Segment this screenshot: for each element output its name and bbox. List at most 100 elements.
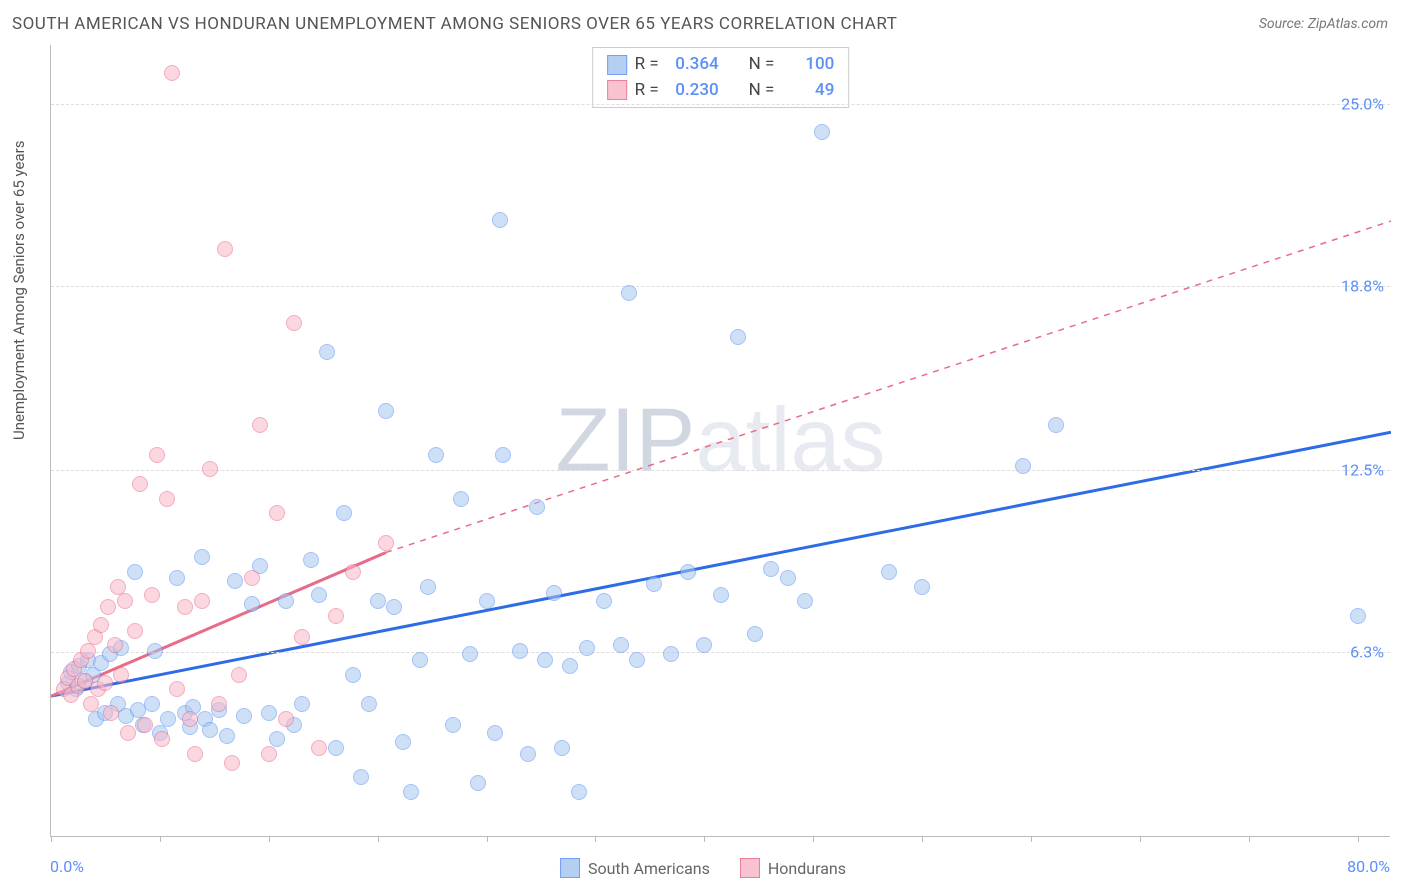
data-point-south_americans bbox=[361, 696, 377, 712]
data-point-south_americans bbox=[127, 564, 143, 580]
data-point-south_americans bbox=[336, 505, 352, 521]
data-point-south_americans bbox=[881, 564, 897, 580]
data-point-south_americans bbox=[546, 585, 562, 601]
legend-item-hondurans: Hondurans bbox=[740, 858, 846, 878]
data-point-south_americans bbox=[492, 212, 508, 228]
data-point-south_americans bbox=[479, 593, 495, 609]
x-axis-min: 0.0% bbox=[50, 857, 84, 876]
data-point-south_americans bbox=[269, 731, 285, 747]
r-label: R = bbox=[635, 52, 659, 78]
watermark-atlas: atlas bbox=[695, 390, 885, 490]
n-value-hondurans: 49 bbox=[782, 78, 834, 104]
data-point-south_americans bbox=[353, 769, 369, 785]
data-point-south_americans bbox=[512, 643, 528, 659]
data-point-south_americans bbox=[428, 447, 444, 463]
legend-item-south-americans: South Americans bbox=[560, 858, 710, 878]
data-point-hondurans bbox=[378, 535, 394, 551]
data-point-south_americans bbox=[797, 593, 813, 609]
data-point-south_americans bbox=[520, 746, 536, 762]
grid-line bbox=[51, 286, 1390, 287]
data-point-hondurans bbox=[120, 725, 136, 741]
data-point-hondurans bbox=[286, 315, 302, 331]
watermark: ZIPatlas bbox=[555, 389, 885, 492]
data-point-south_americans bbox=[194, 549, 210, 565]
data-point-hondurans bbox=[269, 505, 285, 521]
data-point-south_americans bbox=[621, 285, 637, 301]
data-point-south_americans bbox=[495, 447, 511, 463]
y-tick-label: 25.0% bbox=[1341, 94, 1384, 113]
data-point-south_americans bbox=[914, 579, 930, 595]
data-point-south_americans bbox=[1350, 608, 1366, 624]
data-point-south_americans bbox=[730, 329, 746, 345]
data-point-hondurans bbox=[149, 447, 165, 463]
data-point-south_americans bbox=[562, 658, 578, 674]
data-point-hondurans bbox=[187, 746, 203, 762]
data-point-south_americans bbox=[596, 593, 612, 609]
data-point-hondurans bbox=[244, 570, 260, 586]
data-point-south_americans bbox=[470, 775, 486, 791]
data-point-hondurans bbox=[202, 461, 218, 477]
data-point-hondurans bbox=[311, 740, 327, 756]
data-point-south_americans bbox=[386, 599, 402, 615]
x-tick-mark bbox=[1358, 836, 1359, 842]
y-tick-label: 18.8% bbox=[1341, 276, 1384, 295]
data-point-hondurans bbox=[107, 637, 123, 653]
data-point-south_americans bbox=[445, 717, 461, 733]
legend-label-hondurans: Hondurans bbox=[768, 859, 846, 878]
data-point-south_americans bbox=[227, 573, 243, 589]
n-value-south-americans: 100 bbox=[782, 52, 834, 78]
data-point-south_americans bbox=[814, 124, 830, 140]
data-point-south_americans bbox=[378, 403, 394, 419]
data-point-hondurans bbox=[137, 717, 153, 733]
data-point-hondurans bbox=[252, 417, 268, 433]
data-point-hondurans bbox=[100, 599, 116, 615]
data-point-hondurans bbox=[217, 241, 233, 257]
grid-line bbox=[51, 652, 1390, 653]
trend-lines bbox=[51, 45, 1391, 837]
r-value-hondurans: 0.230 bbox=[667, 78, 719, 104]
chart-title: SOUTH AMERICAN VS HONDURAN UNEMPLOYMENT … bbox=[12, 14, 897, 34]
data-point-hondurans bbox=[110, 579, 126, 595]
r-label: R = bbox=[635, 78, 659, 104]
data-point-south_americans bbox=[663, 646, 679, 662]
x-tick-mark bbox=[378, 836, 379, 842]
x-tick-mark bbox=[704, 836, 705, 842]
n-label: N = bbox=[749, 78, 775, 104]
data-point-south_americans bbox=[202, 722, 218, 738]
data-point-south_americans bbox=[613, 637, 629, 653]
data-point-hondurans bbox=[83, 696, 99, 712]
data-point-south_americans bbox=[395, 734, 411, 750]
data-point-hondurans bbox=[132, 476, 148, 492]
data-point-south_americans bbox=[403, 784, 419, 800]
data-point-south_americans bbox=[328, 740, 344, 756]
data-point-hondurans bbox=[164, 65, 180, 81]
data-point-south_americans bbox=[780, 570, 796, 586]
data-point-hondurans bbox=[177, 599, 193, 615]
data-point-south_americans bbox=[1015, 458, 1031, 474]
data-point-south_americans bbox=[629, 652, 645, 668]
data-point-south_americans bbox=[420, 579, 436, 595]
data-point-hondurans bbox=[117, 593, 133, 609]
x-tick-mark bbox=[595, 836, 596, 842]
data-point-south_americans bbox=[345, 667, 361, 683]
data-point-south_americans bbox=[147, 643, 163, 659]
data-point-south_americans bbox=[219, 728, 235, 744]
data-point-south_americans bbox=[680, 564, 696, 580]
swatch-south-americans bbox=[560, 858, 580, 878]
grid-line bbox=[51, 470, 1390, 471]
data-point-south_americans bbox=[1048, 417, 1064, 433]
data-point-south_americans bbox=[244, 596, 260, 612]
data-point-hondurans bbox=[159, 491, 175, 507]
series-legend: South Americans Hondurans bbox=[560, 858, 846, 878]
data-point-hondurans bbox=[154, 731, 170, 747]
correlation-legend: R = 0.364 N = 100 R = 0.230 N = 49 bbox=[592, 47, 850, 108]
watermark-zip: ZIP bbox=[555, 390, 695, 490]
data-point-south_americans bbox=[261, 705, 277, 721]
data-point-hondurans bbox=[93, 617, 109, 633]
legend-row-south-americans: R = 0.364 N = 100 bbox=[607, 52, 835, 78]
data-point-hondurans bbox=[182, 711, 198, 727]
data-point-south_americans bbox=[554, 740, 570, 756]
data-point-south_americans bbox=[646, 576, 662, 592]
x-tick-mark bbox=[160, 836, 161, 842]
n-label: N = bbox=[749, 52, 775, 78]
